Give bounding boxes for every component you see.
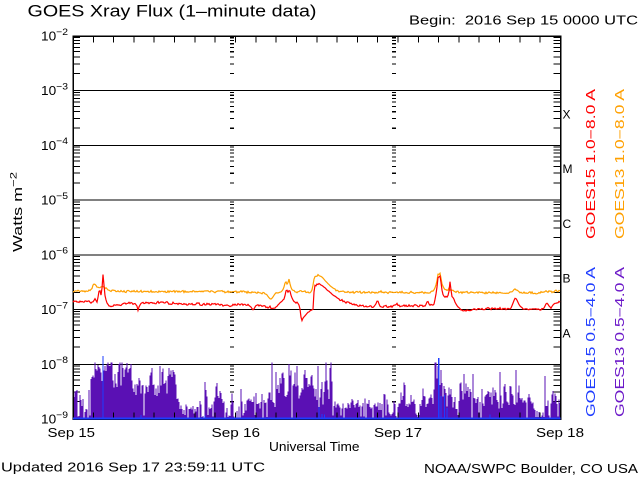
svg-text:M: M xyxy=(563,162,573,176)
svg-text:Updated 2016 Sep 17 23:59:11 U: Updated 2016 Sep 17 23:59:11 UTC xyxy=(1,460,265,475)
svg-text:GOES13 0.5−4.0 A: GOES13 0.5−4.0 A xyxy=(613,266,627,417)
svg-text:NOAA/SWPC Boulder, CO USA: NOAA/SWPC Boulder, CO USA xyxy=(424,461,638,476)
svg-text:Sep 18: Sep 18 xyxy=(536,425,584,440)
svg-text:GOES15 1.0−8.0 A: GOES15 1.0−8.0 A xyxy=(584,88,598,239)
svg-text:Watts m−2: Watts m−2 xyxy=(9,172,26,252)
svg-text:Universal Time: Universal Time xyxy=(269,440,360,454)
svg-text:GOES Xray Flux (1–minute data): GOES Xray Flux (1–minute data) xyxy=(28,2,317,21)
svg-text:B: B xyxy=(563,272,571,286)
svg-text:X: X xyxy=(563,107,571,121)
svg-text:GOES15 0.5−4.0 A: GOES15 0.5−4.0 A xyxy=(584,266,598,417)
svg-text:Begin: 2016 Sep 15 0000 UTC: Begin: 2016 Sep 15 0000 UTC xyxy=(409,13,638,28)
svg-text:A: A xyxy=(563,327,571,341)
svg-text:Sep 17: Sep 17 xyxy=(374,425,422,440)
svg-text:C: C xyxy=(563,217,572,231)
svg-text:Sep 16: Sep 16 xyxy=(212,425,261,440)
svg-text:GOES13 1.0−8.0 A: GOES13 1.0−8.0 A xyxy=(613,88,627,239)
svg-text:Sep 15: Sep 15 xyxy=(48,425,96,440)
